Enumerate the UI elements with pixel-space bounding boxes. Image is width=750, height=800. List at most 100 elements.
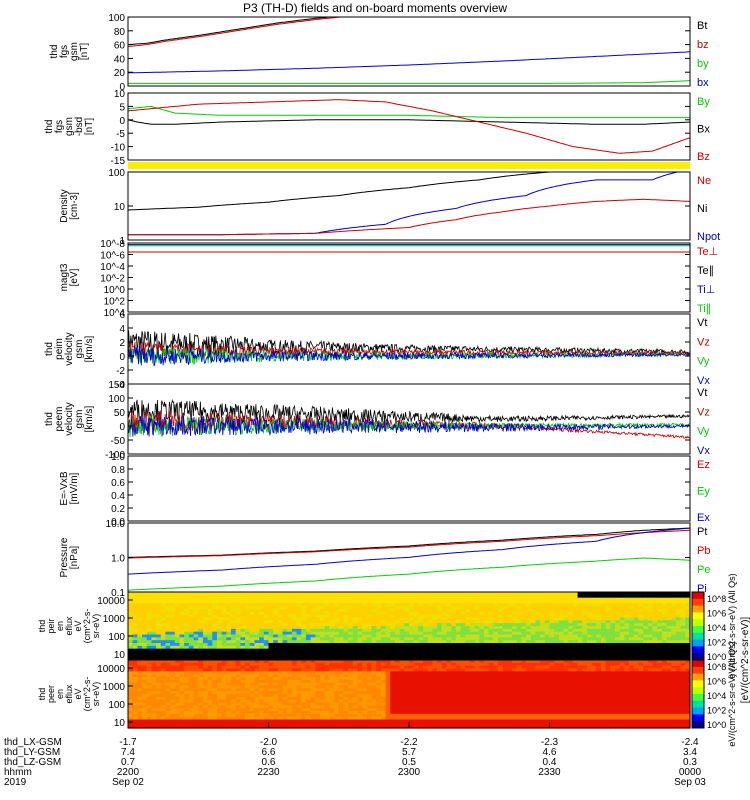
spectrogram-cell (310, 688, 316, 692)
spectrogram-cell (235, 668, 241, 672)
spectrogram-cell (451, 662, 457, 667)
spectrogram-cell (249, 708, 256, 712)
spectrogram-cell (156, 611, 162, 616)
spectrogram-cell (460, 643, 466, 647)
spectrogram-cell (380, 620, 387, 624)
spectrogram-cell (198, 682, 204, 687)
spectrogram-cell (647, 611, 654, 616)
spectrogram-cell (563, 643, 569, 647)
spectrogram-cell (245, 660, 251, 664)
spectrogram-cell (179, 716, 185, 721)
spectrogram-cell (343, 671, 349, 675)
spectrogram-cell (643, 648, 649, 653)
spectrogram-cell (446, 592, 452, 596)
spectrogram-cell (652, 631, 658, 636)
spectrogram-cell (240, 719, 246, 723)
spectrogram-cell (137, 691, 143, 695)
spectrogram-cell (352, 696, 359, 701)
spectrogram-cell (142, 668, 148, 672)
spectrogram-cell (427, 620, 434, 624)
spectrogram-cell (572, 594, 579, 599)
spectrogram-cell (390, 648, 396, 653)
spectrogram-cell (259, 626, 265, 630)
spectrogram-cell (366, 645, 373, 650)
y-axis-label: magt3 (59, 263, 70, 291)
spectrogram-cell (629, 609, 635, 613)
legend-item: Vt (697, 387, 707, 399)
spectrogram-cell (423, 668, 429, 672)
spectrogram-cell (301, 688, 307, 692)
spectrogram-cell (657, 600, 663, 604)
spectrogram-cell (554, 637, 560, 641)
spectrogram-cell (446, 691, 452, 695)
spectrogram-cell (329, 722, 335, 726)
spectrogram-cell (371, 654, 377, 658)
spectrogram-cell (226, 679, 232, 684)
spectrogram-cell (348, 603, 354, 607)
spectrogram-cell (582, 614, 588, 619)
spectrogram-cell (188, 597, 195, 602)
y-tick-label: 10^0 (104, 285, 126, 296)
spectrogram-cell (254, 620, 260, 624)
spectrogram-cell (371, 645, 377, 650)
spectrogram-cell (202, 645, 209, 650)
spectrogram-cell (198, 665, 204, 670)
spectrogram-cell (259, 603, 265, 607)
spectrogram-cell (399, 708, 405, 712)
series-line-red (128, 17, 346, 48)
spectrogram-cell (334, 626, 340, 630)
spectrogram-cell (348, 631, 354, 636)
spectrogram-cell (291, 614, 298, 619)
spectrogram-cell (132, 691, 138, 695)
spectrogram-cell (188, 606, 195, 610)
spectrogram-cell (483, 626, 490, 630)
spectrogram-cell (132, 603, 138, 607)
spectrogram-cell (446, 600, 452, 604)
spectrogram-cell (320, 654, 326, 658)
spectrogram-cell (174, 606, 181, 610)
spectrogram-cell (404, 719, 410, 723)
spectrogram-cell (666, 592, 672, 596)
spectrogram-cell (170, 668, 176, 672)
spectrogram-cell (207, 594, 213, 599)
spectrogram-cell (249, 617, 256, 621)
spectrogram-cell (291, 711, 298, 715)
spectrogram-cell (310, 654, 316, 658)
spectrogram-cell (128, 719, 134, 723)
spectrogram-cell (254, 648, 260, 653)
spectrogram-cell (235, 711, 241, 715)
spectrogram-cell (610, 620, 616, 624)
spectrogram-cell (380, 634, 387, 638)
spectrogram-cell (521, 623, 527, 627)
spectrogram-cell (535, 606, 541, 610)
spectrogram-cell (334, 597, 340, 602)
spectrogram-cell (371, 611, 377, 616)
spectrogram-cell (305, 654, 312, 658)
spectrogram-cell (418, 679, 424, 684)
spectrogram-cell (184, 668, 190, 672)
spectrogram-cell (619, 597, 626, 602)
spectrogram-cell (301, 725, 307, 729)
spectrogram-cell (329, 713, 335, 718)
spectrogram-cell (615, 594, 621, 599)
spectrogram-cell (610, 592, 616, 596)
spectrogram-cell (549, 609, 555, 613)
spectrogram-cell (334, 677, 340, 681)
spectrogram-cell (390, 620, 396, 624)
spectrogram-cell (394, 705, 401, 709)
spectrogram-cell (352, 623, 359, 627)
spectrogram-cell (334, 696, 340, 701)
spectrogram-cell (427, 637, 434, 641)
spectrogram-cell (240, 597, 246, 602)
spectrogram-cell (179, 600, 185, 604)
spectrogram-cell (291, 671, 298, 675)
spectrogram-cell (530, 594, 537, 599)
spectrogram-cell (179, 688, 185, 692)
spectrogram-cell (193, 606, 199, 610)
spectrogram-cell (427, 688, 434, 692)
spectrogram-cell (137, 677, 143, 681)
spectrogram-cell (216, 694, 223, 698)
spectrogram-cell (385, 682, 391, 687)
spectrogram-cell (137, 657, 143, 661)
spectrogram-cell (455, 648, 462, 653)
